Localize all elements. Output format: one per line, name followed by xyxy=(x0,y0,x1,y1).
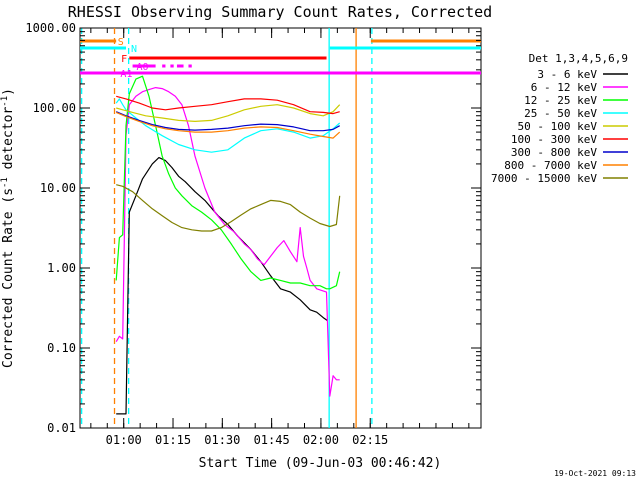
x-tick-label: 01:45 xyxy=(254,433,290,447)
y-axis-label-end: ) xyxy=(1,88,16,96)
y-tick-label: 0.10 xyxy=(47,341,76,355)
status-bar-segment xyxy=(80,39,117,43)
series-line xyxy=(115,98,341,153)
x-axis: 01:00 01:15 01:30 01:45 02:00 02:15 xyxy=(90,28,470,447)
legend-entry-label: 50 - 100 keV xyxy=(518,120,598,133)
status-bar-segment xyxy=(370,39,481,43)
y-axis-label: Corrected Count Rate (s-1 detector-1) xyxy=(0,88,16,368)
y-tick-label: 0.01 xyxy=(47,421,76,435)
legend-title: Det 1,3,4,5,6,9 xyxy=(529,52,628,65)
series-line xyxy=(115,111,340,132)
series-line xyxy=(115,75,341,290)
status-annotation: N xyxy=(131,44,137,55)
status-annotations: SNF A0 A1 xyxy=(118,37,149,80)
x-axis-label: Start Time (09-Jun-03 00:46:42) xyxy=(199,456,442,471)
x-tick-label: 01:00 xyxy=(106,433,142,447)
status-bar-segment xyxy=(129,56,327,60)
series-line xyxy=(116,157,328,415)
y-tick-label: 1.00 xyxy=(47,261,76,275)
status-bar-segment xyxy=(170,64,174,68)
y-tick-label: 100.00 xyxy=(33,101,76,115)
x-tick-label: 02:15 xyxy=(352,433,388,447)
status-bar-segment xyxy=(188,64,192,68)
status-bar-segment xyxy=(132,64,156,68)
legend-entry-label: 25 - 50 keV xyxy=(524,107,597,120)
status-bar-segment xyxy=(80,46,127,50)
legend-entry-label: 12 - 25 keV xyxy=(524,94,597,107)
status-bar-segment xyxy=(80,71,481,75)
legend-entry-label: 3 - 6 keV xyxy=(537,68,597,81)
series-line xyxy=(116,95,340,115)
y-axis-label-main: Corrected Count Rate (s xyxy=(1,188,16,368)
status-annotation: F xyxy=(121,54,127,65)
status-bars xyxy=(80,39,481,75)
series-line xyxy=(116,184,341,232)
y-axis-label-sup2: -1 xyxy=(0,96,10,107)
x-tick-label: 02:00 xyxy=(303,433,339,447)
legend-entry-label: 6 - 12 keV xyxy=(531,81,598,94)
status-annotation: A1 xyxy=(120,69,132,80)
series-line xyxy=(115,86,340,397)
series-line xyxy=(116,104,341,123)
footer-date: 19-Oct-2021 09:13 xyxy=(554,469,636,478)
plot-frame xyxy=(79,27,482,429)
y-tick-label: 10.00 xyxy=(40,181,76,195)
status-annotation: A0 xyxy=(137,62,149,73)
x-tick-label: 01:15 xyxy=(155,433,191,447)
y-axis: 0.01 0.10 1.00 10.00 100.00 1000.00 xyxy=(25,21,481,435)
chart-title: RHESSI Observing Summary Count Rates, Co… xyxy=(68,3,492,21)
y-tick-label: 1000.00 xyxy=(25,21,76,35)
legend-entry-label: 300 - 800 keV xyxy=(511,146,597,159)
status-annotation: S xyxy=(118,37,124,48)
legend-entry-label: 100 - 300 keV xyxy=(511,133,597,146)
series-line xyxy=(115,111,341,139)
x-tick-label: 01:30 xyxy=(204,433,240,447)
legend-entry-label: 800 - 7000 keV xyxy=(504,159,597,172)
y-axis-label-sup: -1 xyxy=(0,177,10,188)
y-axis-label-tail: detector xyxy=(1,107,16,178)
status-bar-segment xyxy=(162,64,166,68)
status-bar-segment xyxy=(329,46,481,50)
series-lines xyxy=(115,75,341,415)
status-bar-segment xyxy=(176,64,184,68)
legend-entry-label: 7000 - 15000 keV xyxy=(491,172,597,185)
